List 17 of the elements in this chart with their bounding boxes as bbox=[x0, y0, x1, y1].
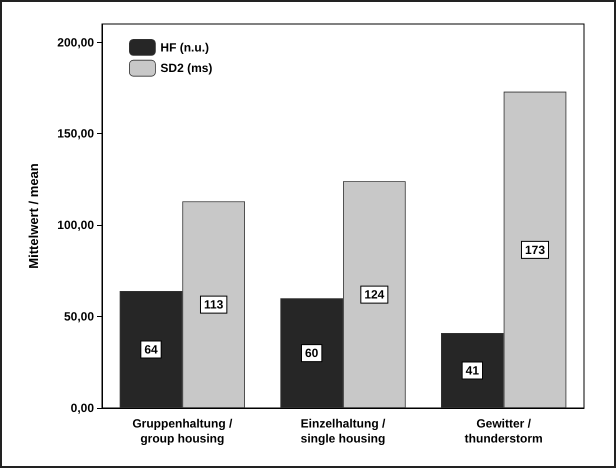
data-label: 113 bbox=[204, 298, 224, 312]
legend-label: SD2 (ms) bbox=[160, 61, 212, 76]
data-label: 64 bbox=[144, 342, 158, 356]
legend-label: HF (n.u.) bbox=[160, 40, 210, 54]
data-label: 173 bbox=[524, 242, 546, 257]
data-label: 41 bbox=[466, 364, 480, 378]
x-tick-label: Einzelhaltung / single housing bbox=[300, 416, 386, 446]
y-tick-label: 100,00 bbox=[57, 218, 94, 232]
data-label: 124 bbox=[364, 288, 385, 302]
y-axis-title: Mittelwert / mean bbox=[26, 163, 41, 269]
y-tick-label: 0,00 bbox=[70, 401, 94, 415]
y-tick-label: 200,00 bbox=[57, 35, 94, 50]
y-tick-label: 50,00 bbox=[64, 310, 94, 324]
y-tick-label: 150,00 bbox=[57, 126, 94, 141]
x-tick-label: Gruppenhaltung / group housing bbox=[132, 416, 233, 446]
data-label: 60 bbox=[304, 346, 319, 360]
x-tick-label: Gewitter / thunderstorm bbox=[464, 416, 543, 446]
